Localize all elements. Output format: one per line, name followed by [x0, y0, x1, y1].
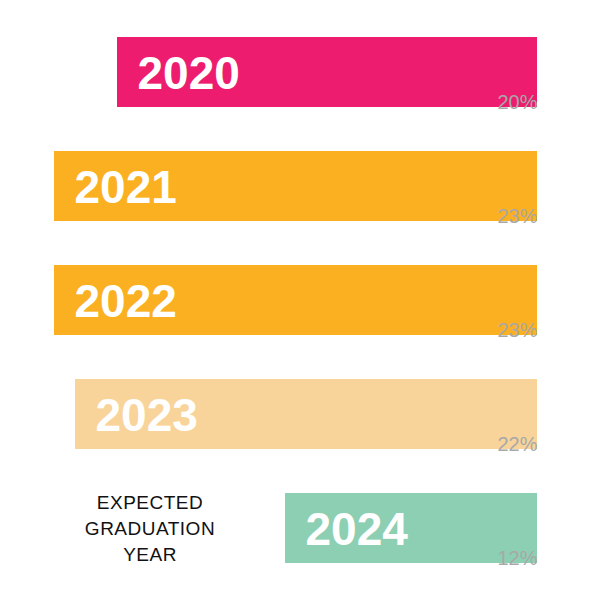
svg-text:20%: 20% [497, 91, 537, 113]
svg-text:12%: 12% [497, 547, 537, 569]
svg-text:2022: 2022 [75, 275, 177, 327]
svg-text:2023: 2023 [96, 389, 198, 441]
svg-text:2021: 2021 [75, 161, 177, 213]
html-text:EXPECTED GRADUATION YEAR: EXPECTED GRADUATION YEAR [84, 492, 216, 565]
svg-text:22%: 22% [497, 433, 537, 455]
svg-text:2020: 2020 [138, 47, 240, 99]
svg-text:23%: 23% [497, 319, 537, 341]
svg-text:2024: 2024 [306, 503, 409, 555]
svg-text:23%: 23% [497, 205, 537, 227]
